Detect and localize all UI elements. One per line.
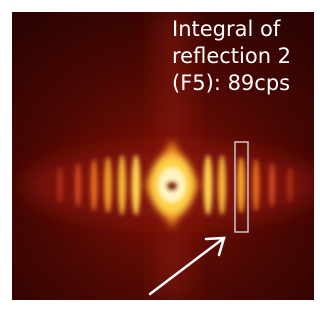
diffraction-image: Integral of reflection 2 (F5): 89cps xyxy=(12,12,314,300)
figure: Integral of reflection 2 (F5): 89cps xyxy=(0,0,314,311)
overlay-line: Integral of xyxy=(172,17,281,41)
overlay-line: reflection 2 xyxy=(172,44,291,68)
overlay-line: (F5): 89cps xyxy=(172,71,290,95)
page: Integral of reflection 2 (F5): 89cps (()… xyxy=(0,0,314,311)
